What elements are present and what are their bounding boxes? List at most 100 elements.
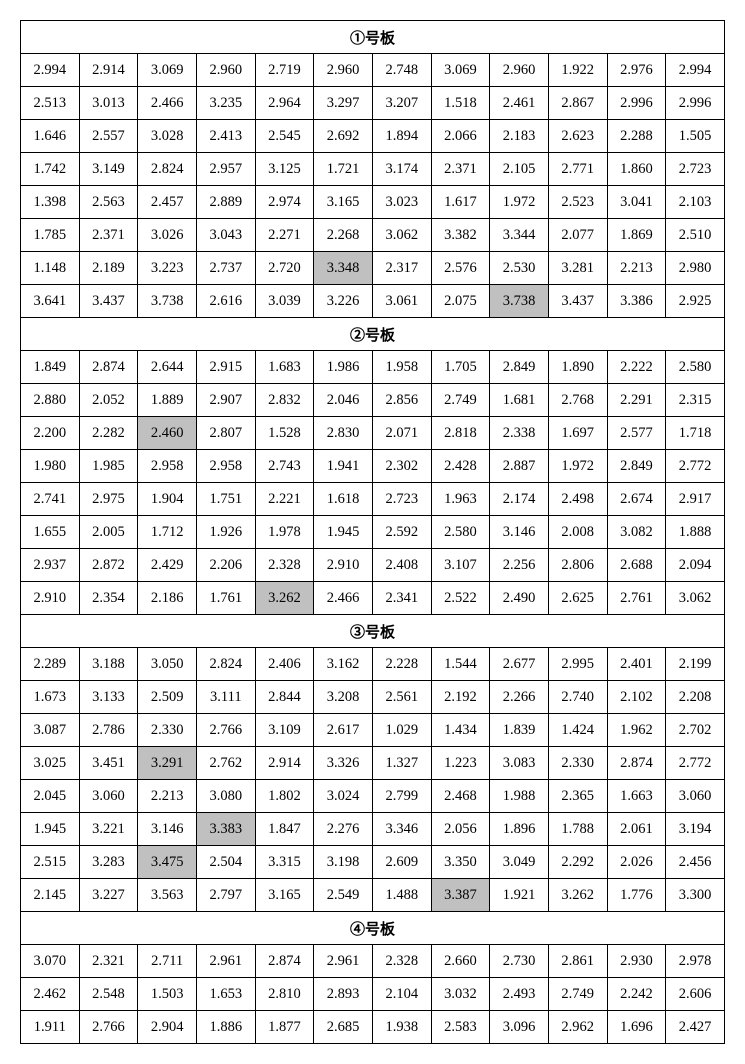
table-row: 1.6552.0051.7121.9261.9781.9452.5922.580… (21, 516, 725, 549)
data-cell: 2.401 (607, 648, 666, 681)
data-cell: 2.338 (490, 417, 549, 450)
data-cell: 2.975 (79, 483, 138, 516)
data-cell: 2.914 (255, 747, 314, 780)
data-cell: 2.365 (548, 780, 607, 813)
data-cell: 2.937 (21, 549, 80, 582)
data-cell: 1.896 (490, 813, 549, 846)
data-cell: 2.498 (548, 483, 607, 516)
data-cell: 1.646 (21, 120, 80, 153)
data-cell: 2.606 (666, 978, 725, 1011)
data-cell: 1.697 (548, 417, 607, 450)
data-cell: 2.743 (255, 450, 314, 483)
data-cell: 2.961 (314, 945, 373, 978)
data-cell: 2.806 (548, 549, 607, 582)
data-cell: 2.513 (21, 87, 80, 120)
table-row: 2.1453.2273.5632.7973.1652.5491.4883.387… (21, 879, 725, 912)
data-cell: 2.874 (255, 945, 314, 978)
data-cell: 2.761 (607, 582, 666, 615)
table-row: 3.0253.4513.2912.7622.9143.3261.3271.223… (21, 747, 725, 780)
data-cell: 2.460 (138, 417, 197, 450)
data-cell: 2.545 (255, 120, 314, 153)
data-cell: 3.291 (138, 747, 197, 780)
table-row: 1.8492.8742.6442.9151.6831.9861.9581.705… (21, 351, 725, 384)
data-cell: 2.045 (21, 780, 80, 813)
data-cell: 3.162 (314, 648, 373, 681)
data-cell: 3.194 (666, 813, 725, 846)
data-cell: 1.972 (548, 450, 607, 483)
data-cell: 1.890 (548, 351, 607, 384)
data-cell: 2.914 (79, 54, 138, 87)
data-cell: 1.705 (431, 351, 490, 384)
data-cell: 1.505 (666, 120, 725, 153)
data-cell: 1.696 (607, 1011, 666, 1044)
data-cell: 3.069 (138, 54, 197, 87)
data-cell: 2.189 (79, 252, 138, 285)
data-cell: 2.468 (431, 780, 490, 813)
data-cell: 2.563 (79, 186, 138, 219)
data-cell: 2.354 (79, 582, 138, 615)
data-cell: 3.028 (138, 120, 197, 153)
data-cell: 2.509 (138, 681, 197, 714)
data-cell: 3.283 (79, 846, 138, 879)
data-cell: 2.768 (548, 384, 607, 417)
data-cell: 2.315 (666, 384, 725, 417)
data-cell: 3.125 (255, 153, 314, 186)
data-cell: 1.518 (431, 87, 490, 120)
data-cell: 3.437 (79, 285, 138, 318)
data-cell: 1.424 (548, 714, 607, 747)
data-cell: 3.207 (372, 87, 431, 120)
data-cell: 2.321 (79, 945, 138, 978)
data-cell: 2.771 (548, 153, 607, 186)
data-cell: 3.146 (490, 516, 549, 549)
data-cell: 1.839 (490, 714, 549, 747)
data-cell: 2.026 (607, 846, 666, 879)
data-cell: 3.300 (666, 879, 725, 912)
table-row: 1.9453.2213.1463.3831.8472.2763.3462.056… (21, 813, 725, 846)
data-cell: 3.221 (79, 813, 138, 846)
data-cell: 2.145 (21, 879, 80, 912)
data-cell: 2.644 (138, 351, 197, 384)
data-cell: 1.721 (314, 153, 373, 186)
data-cell: 2.720 (255, 252, 314, 285)
data-cell: 3.208 (314, 681, 373, 714)
table-row: 3.0872.7862.3302.7663.1092.6171.0291.434… (21, 714, 725, 747)
data-cell: 2.849 (490, 351, 549, 384)
data-cell: 3.315 (255, 846, 314, 879)
data-cell: 2.046 (314, 384, 373, 417)
data-cell: 3.060 (79, 780, 138, 813)
data-cell: 2.740 (548, 681, 607, 714)
data-cell: 2.103 (666, 186, 725, 219)
data-cell: 1.921 (490, 879, 549, 912)
data-cell: 2.692 (314, 120, 373, 153)
data-cell: 2.457 (138, 186, 197, 219)
data-cell: 2.996 (666, 87, 725, 120)
data-cell: 2.341 (372, 582, 431, 615)
data-cell: 2.052 (79, 384, 138, 417)
data-cell: 3.082 (607, 516, 666, 549)
data-cell: 3.080 (196, 780, 255, 813)
data-cell: 1.904 (138, 483, 197, 516)
data-cell: 2.406 (255, 648, 314, 681)
data-cell: 2.957 (196, 153, 255, 186)
data-cell: 2.174 (490, 483, 549, 516)
data-cell: 2.910 (21, 582, 80, 615)
data-cell: 1.503 (138, 978, 197, 1011)
data-cell: 2.328 (372, 945, 431, 978)
data-cell: 3.350 (431, 846, 490, 879)
data-cell: 2.874 (607, 747, 666, 780)
data-cell: 2.677 (490, 648, 549, 681)
data-cell: 1.894 (372, 120, 431, 153)
data-cell: 2.490 (490, 582, 549, 615)
data-cell: 3.096 (490, 1011, 549, 1044)
data-cell: 3.297 (314, 87, 373, 120)
data-cell: 3.111 (196, 681, 255, 714)
data-cell: 1.029 (372, 714, 431, 747)
data-cell: 3.049 (490, 846, 549, 879)
data-cell: 2.766 (79, 1011, 138, 1044)
data-cell: 2.797 (196, 879, 255, 912)
data-cell: 3.348 (314, 252, 373, 285)
data-cell: 3.149 (79, 153, 138, 186)
data-cell: 2.371 (431, 153, 490, 186)
data-cell: 3.083 (490, 747, 549, 780)
data-cell: 1.889 (138, 384, 197, 417)
